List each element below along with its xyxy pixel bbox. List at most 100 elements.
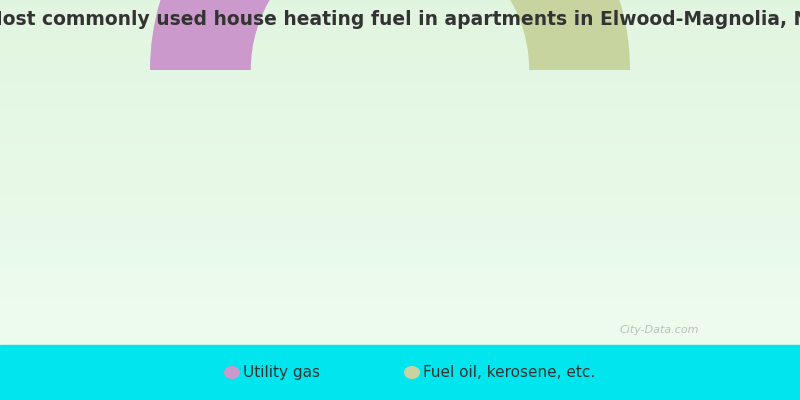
- Bar: [0, 130, 800, 132]
- Bar: [0, 120, 800, 123]
- Bar: [0, 135, 800, 137]
- Bar: [0, 366, 800, 368]
- Bar: [0, 371, 800, 373]
- Ellipse shape: [404, 366, 420, 379]
- Bar: [0, 2, 800, 4]
- Bar: [0, 70, 800, 72]
- Bar: [0, 291, 800, 293]
- Bar: [0, 232, 800, 235]
- Bar: [0, 48, 800, 51]
- Bar: [0, 92, 800, 95]
- Bar: [0, 35, 800, 37]
- Bar: [0, 306, 800, 308]
- Bar: [0, 30, 800, 32]
- Bar: [0, 220, 800, 223]
- Bar: [0, 96, 800, 99]
- Bar: [0, 382, 800, 384]
- Bar: [0, 346, 800, 348]
- Bar: [0, 51, 800, 53]
- Bar: [0, 38, 800, 40]
- Bar: [0, 52, 800, 55]
- Bar: [0, 244, 800, 247]
- Bar: [0, 47, 800, 49]
- Wedge shape: [150, 0, 560, 70]
- Bar: [0, 108, 800, 111]
- Bar: [0, 18, 800, 20]
- Bar: [0, 124, 800, 127]
- Bar: [0, 251, 800, 253]
- Bar: [0, 303, 800, 305]
- Bar: [0, 296, 800, 299]
- Bar: [0, 79, 800, 81]
- Bar: [0, 247, 800, 249]
- Bar: [0, 208, 800, 211]
- Bar: [0, 324, 800, 327]
- Bar: [0, 231, 800, 233]
- Bar: [0, 250, 800, 252]
- Bar: [0, 64, 800, 67]
- Bar: [0, 16, 800, 19]
- Bar: [0, 212, 800, 215]
- Bar: [0, 75, 800, 77]
- Bar: [0, 46, 800, 48]
- Bar: [0, 95, 800, 97]
- Bar: [0, 198, 800, 200]
- Bar: [0, 307, 800, 309]
- Bar: [0, 376, 800, 379]
- Bar: [0, 7, 800, 9]
- Bar: [0, 90, 800, 92]
- Bar: [0, 167, 800, 169]
- Bar: [0, 219, 800, 221]
- Bar: [0, 151, 800, 153]
- Bar: [0, 330, 800, 332]
- Bar: [0, 345, 800, 400]
- Bar: [0, 358, 800, 360]
- Bar: [0, 270, 800, 272]
- Bar: [0, 56, 800, 59]
- Bar: [0, 146, 800, 148]
- Bar: [0, 20, 800, 23]
- Bar: [0, 58, 800, 60]
- Bar: [0, 335, 800, 337]
- Bar: [0, 252, 800, 255]
- Bar: [0, 187, 800, 189]
- Bar: [0, 74, 800, 76]
- Bar: [0, 140, 800, 143]
- Bar: [0, 268, 800, 271]
- Bar: [0, 236, 800, 239]
- Bar: [0, 299, 800, 301]
- Bar: [0, 31, 800, 33]
- Bar: [0, 128, 800, 131]
- Bar: [0, 315, 800, 317]
- Bar: [0, 152, 800, 155]
- Bar: [0, 155, 800, 157]
- Bar: [0, 386, 800, 388]
- Bar: [0, 316, 800, 319]
- Bar: [0, 312, 800, 315]
- Bar: [0, 362, 800, 364]
- Bar: [0, 71, 800, 73]
- Bar: [0, 228, 800, 231]
- Bar: [0, 266, 800, 268]
- Bar: [0, 204, 800, 207]
- Bar: [0, 394, 800, 396]
- Bar: [0, 170, 800, 172]
- Bar: [0, 118, 800, 120]
- Bar: [0, 27, 800, 29]
- Bar: [0, 328, 800, 331]
- Bar: [0, 226, 800, 228]
- Bar: [0, 223, 800, 225]
- Bar: [0, 375, 800, 377]
- Bar: [0, 147, 800, 149]
- Bar: [0, 123, 800, 125]
- Bar: [0, 86, 800, 88]
- Bar: [0, 327, 800, 329]
- Bar: [0, 99, 800, 101]
- Bar: [0, 32, 800, 35]
- Bar: [0, 83, 800, 85]
- Bar: [0, 364, 800, 367]
- Bar: [0, 54, 800, 56]
- Bar: [0, 107, 800, 109]
- Bar: [0, 50, 800, 52]
- Bar: [0, 275, 800, 277]
